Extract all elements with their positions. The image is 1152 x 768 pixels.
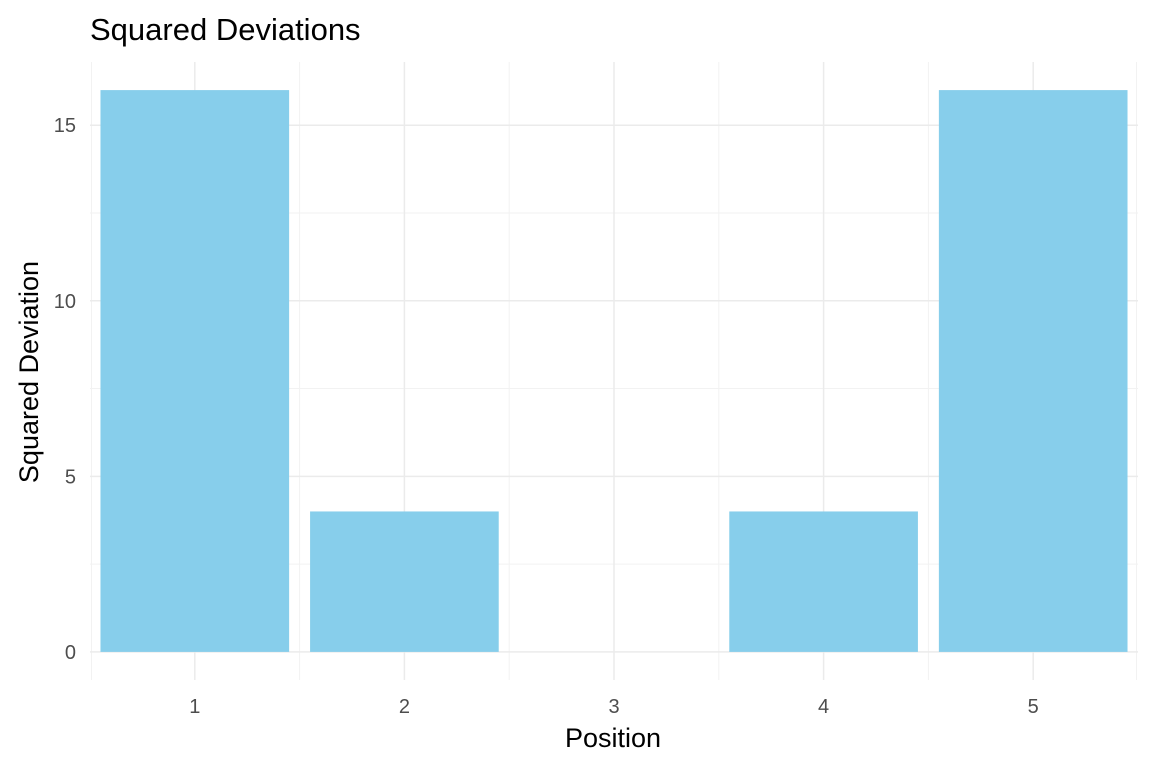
bar-4 bbox=[729, 511, 918, 652]
bars-layer bbox=[100, 90, 1128, 652]
y-tick-label: 0 bbox=[65, 642, 76, 664]
y-tick-label: 10 bbox=[54, 291, 76, 313]
bar-5 bbox=[938, 90, 1128, 652]
x-tick-label: 2 bbox=[399, 696, 410, 718]
ticks-layer: 0 5 10 15 1 2 3 4 5 bbox=[54, 115, 1039, 718]
x-tick-label: 1 bbox=[189, 696, 200, 718]
chart-title: Squared Deviations bbox=[90, 12, 361, 47]
y-axis-label: Squared Deviation bbox=[14, 261, 44, 483]
x-tick-label: 4 bbox=[818, 696, 829, 718]
bar-2 bbox=[310, 511, 499, 652]
x-tick-label: 5 bbox=[1028, 696, 1039, 718]
bar-1 bbox=[100, 90, 290, 652]
y-tick-label: 15 bbox=[54, 115, 76, 137]
x-axis-label: Position bbox=[565, 723, 661, 753]
x-tick-label: 3 bbox=[608, 696, 619, 718]
y-tick-label: 5 bbox=[65, 466, 76, 488]
